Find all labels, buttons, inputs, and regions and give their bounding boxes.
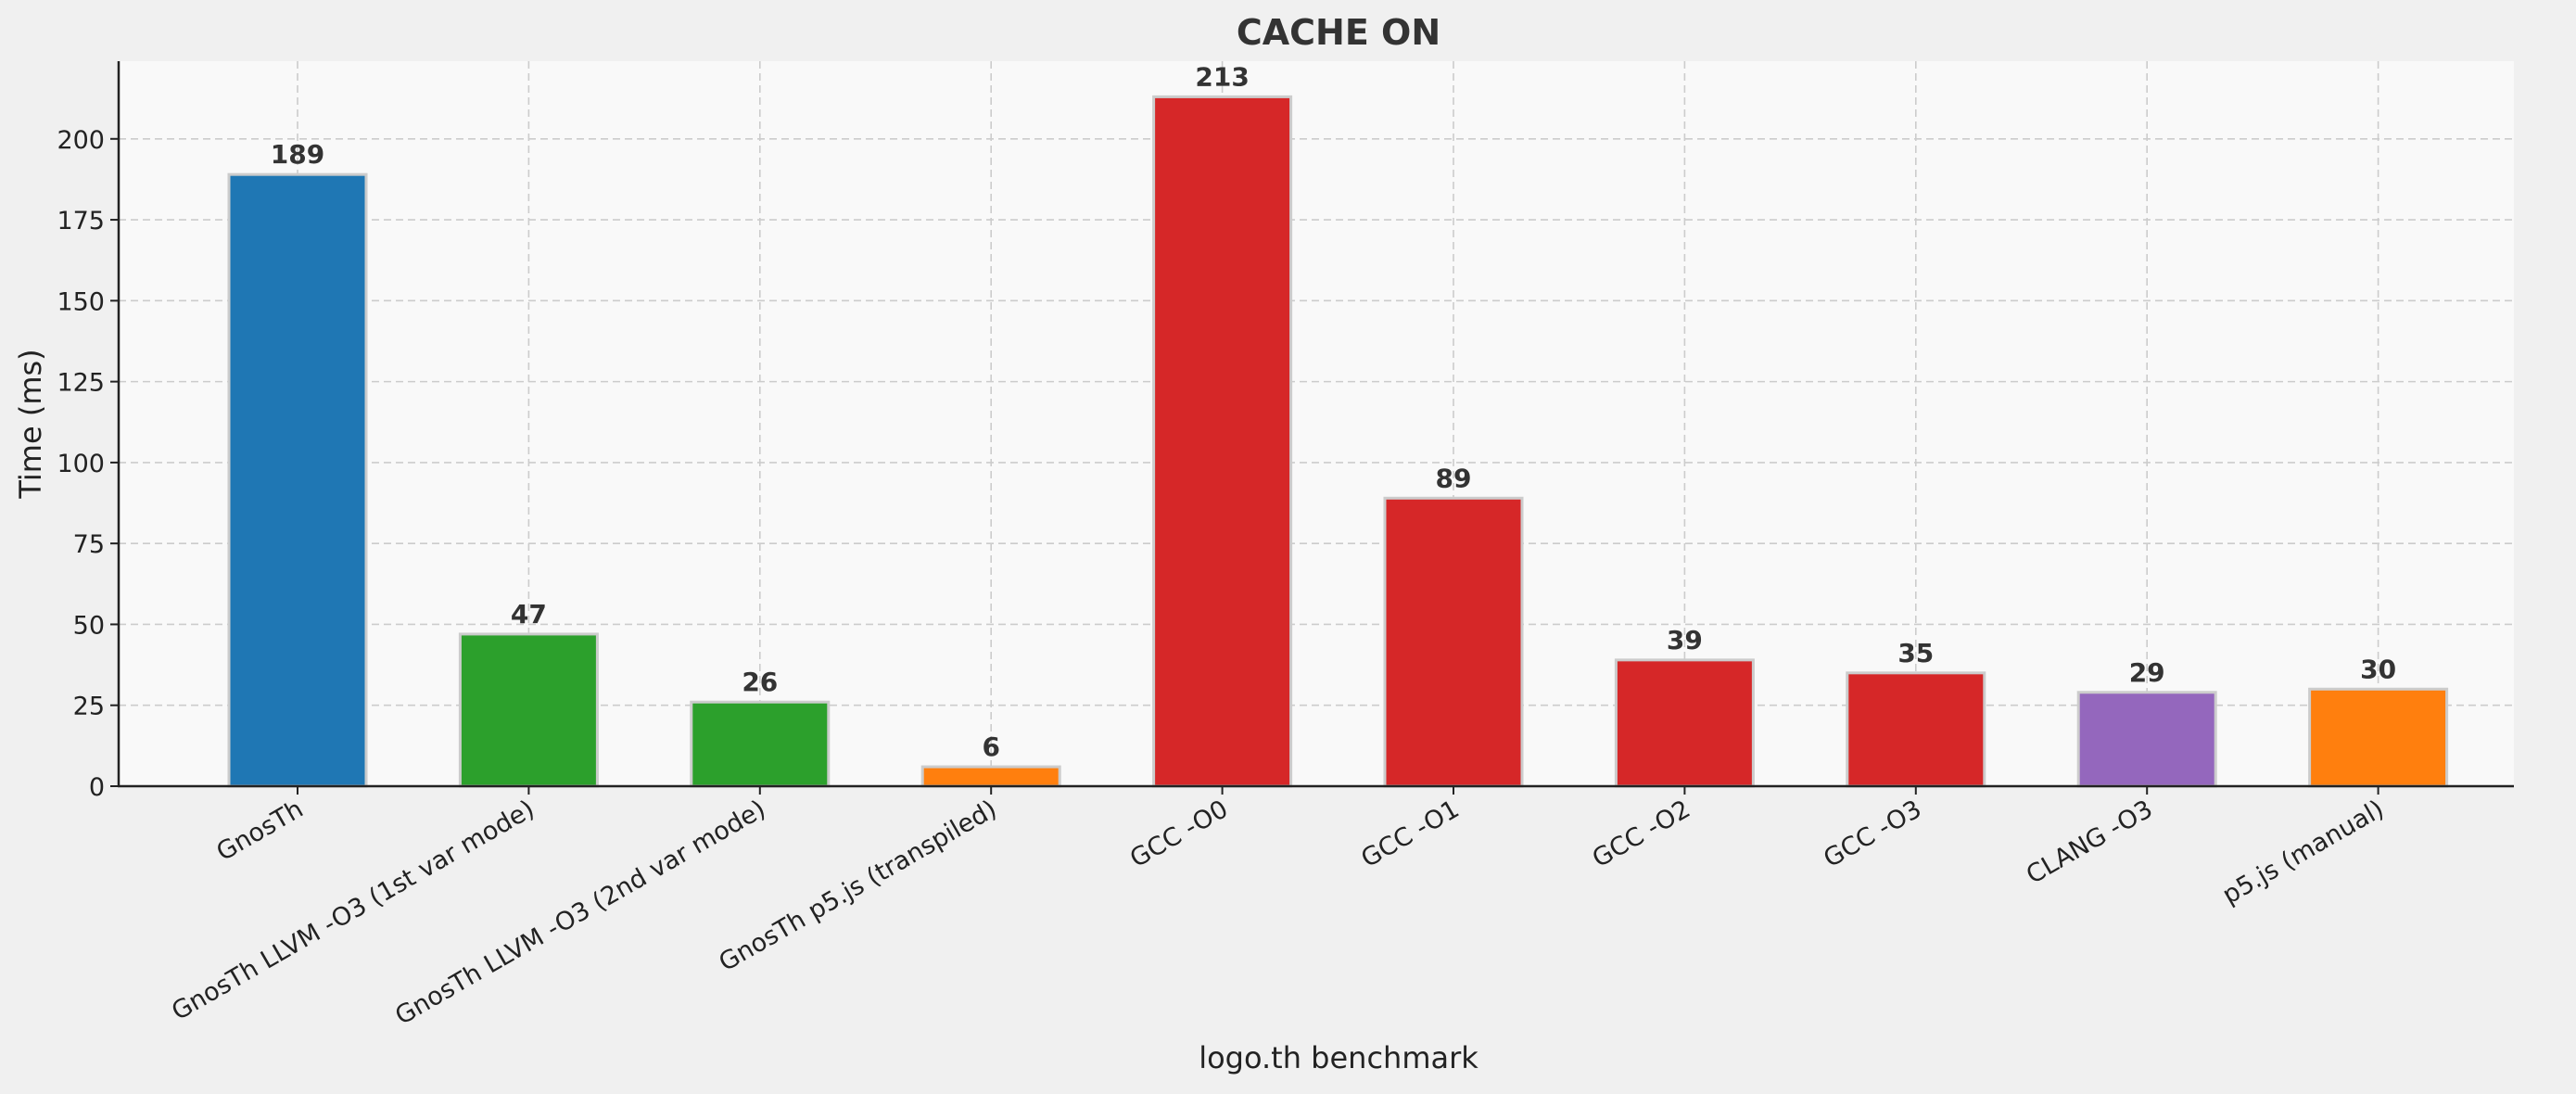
data-label-10: 30 <box>2360 654 2396 684</box>
y-tick-label: 75 <box>73 530 105 559</box>
y-tick-label: 150 <box>57 287 105 316</box>
chart-title: CACHE ON <box>1237 12 1440 53</box>
data-label-5: 213 <box>1195 61 1249 92</box>
y-tick-label: 25 <box>73 693 105 721</box>
bar-10 <box>2308 687 2449 788</box>
x-tick-label: GnosTh LLVM -O3 (1st var mode) <box>167 795 539 1026</box>
axes <box>117 61 2514 788</box>
bar-9 <box>2076 691 2217 788</box>
y-tick-label: 100 <box>57 450 105 478</box>
x-tick-label: GnosTh <box>211 795 308 867</box>
data-label-6: 89 <box>1436 463 1472 493</box>
bar-8 <box>1846 671 1986 788</box>
bar-2 <box>458 632 599 788</box>
data-label-8: 35 <box>1897 638 1934 668</box>
bar-6 <box>1383 496 1524 788</box>
y-tick-label: 0 <box>89 773 105 802</box>
x-tick-label: CLANG -O3 <box>2022 795 2158 890</box>
bar-1 <box>227 172 368 788</box>
y-tick-label: 125 <box>57 369 105 398</box>
x-tick-label: GCC -O0 <box>1125 795 1233 873</box>
y-ticks: 0 25 50 75 100 125 150 175 200 <box>57 126 119 802</box>
y-tick-label: 50 <box>73 611 105 640</box>
data-label-3: 26 <box>742 667 778 697</box>
y-tick-label: 175 <box>57 207 105 235</box>
bars <box>227 95 2449 788</box>
bar-7 <box>1614 658 1755 788</box>
data-label-2: 47 <box>511 599 547 630</box>
x-tick-label: GCC -O3 <box>1819 795 1926 873</box>
bar-3 <box>690 700 831 788</box>
data-label-1: 189 <box>271 139 324 170</box>
x-tick-label: GnosTh LLVM -O3 (2nd var mode) <box>390 795 770 1031</box>
data-labels: 189 47 26 6 213 89 39 35 29 30 <box>271 61 2396 762</box>
x-tick-label: GCC -O2 <box>1588 795 1695 873</box>
x-tick-label: p5.js (manual) <box>2218 795 2390 910</box>
y-axis-label: Time (ms) <box>13 349 48 499</box>
data-label-7: 39 <box>1667 625 1703 655</box>
data-label-9: 29 <box>2129 657 2165 688</box>
data-label-4: 6 <box>982 731 999 762</box>
bar-4 <box>920 765 1061 788</box>
bar-5 <box>1152 95 1293 788</box>
x-axis-label: logo.th benchmark <box>1199 1040 1478 1075</box>
y-tick-label: 200 <box>57 126 105 155</box>
x-tick-label: GCC -O1 <box>1356 795 1464 873</box>
